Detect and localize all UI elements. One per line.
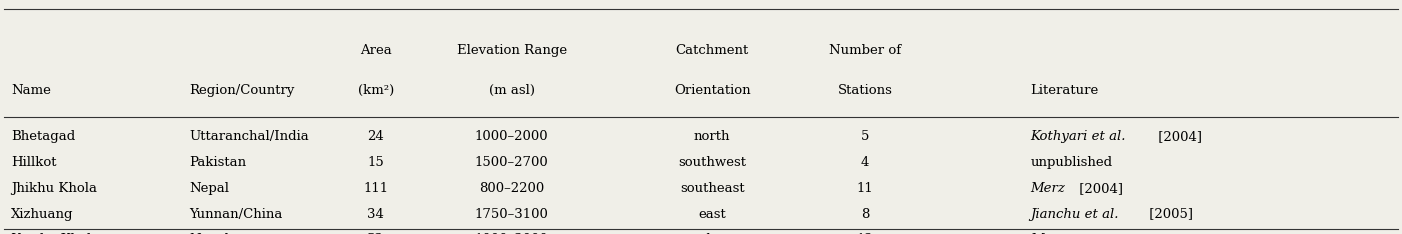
Text: Number of: Number of	[829, 44, 901, 57]
Text: Nepal: Nepal	[189, 182, 230, 195]
Text: 800–2200: 800–2200	[479, 182, 544, 195]
Text: 1000–3000: 1000–3000	[475, 233, 548, 234]
Text: Uttaranchal/India: Uttaranchal/India	[189, 130, 308, 143]
Text: 1750–3100: 1750–3100	[475, 208, 548, 221]
Text: [2004]: [2004]	[1075, 233, 1123, 234]
Text: Pakistan: Pakistan	[189, 156, 247, 169]
Text: 53: 53	[367, 233, 384, 234]
Text: 4: 4	[861, 156, 869, 169]
Text: southwest: southwest	[679, 156, 746, 169]
Text: Area: Area	[360, 44, 391, 57]
Text: Name: Name	[11, 84, 50, 97]
Text: [2004]: [2004]	[1154, 130, 1202, 143]
Text: southeast: southeast	[680, 182, 744, 195]
Text: [2004]: [2004]	[1075, 182, 1123, 195]
Text: Yarsha Khola: Yarsha Khola	[11, 233, 100, 234]
Text: 111: 111	[363, 182, 388, 195]
Text: 8: 8	[861, 208, 869, 221]
Text: (km²): (km²)	[358, 84, 394, 97]
Text: 1500–2700: 1500–2700	[475, 156, 548, 169]
Text: Hillkot: Hillkot	[11, 156, 56, 169]
Text: Merz: Merz	[1030, 233, 1066, 234]
Text: east: east	[698, 208, 726, 221]
Text: Merz: Merz	[1030, 182, 1066, 195]
Text: Stations: Stations	[837, 84, 893, 97]
Text: Literature: Literature	[1030, 84, 1099, 97]
Text: Jianchu et al.: Jianchu et al.	[1030, 208, 1119, 221]
Text: Bhetagad: Bhetagad	[11, 130, 76, 143]
Text: 15: 15	[367, 156, 384, 169]
Text: 1000–2000: 1000–2000	[475, 130, 548, 143]
Text: Elevation Range: Elevation Range	[457, 44, 566, 57]
Text: Xizhuang: Xizhuang	[11, 208, 74, 221]
Text: 11: 11	[857, 182, 873, 195]
Text: north: north	[694, 130, 730, 143]
Text: 12: 12	[857, 233, 873, 234]
Text: 34: 34	[367, 208, 384, 221]
Text: 24: 24	[367, 130, 384, 143]
Text: Yunnan/China: Yunnan/China	[189, 208, 283, 221]
Text: Kothyari et al.: Kothyari et al.	[1030, 130, 1126, 143]
Text: (m asl): (m asl)	[489, 84, 534, 97]
Text: Catchment: Catchment	[676, 44, 749, 57]
Text: 5: 5	[861, 130, 869, 143]
Text: southwest: southwest	[679, 233, 746, 234]
Text: [2005]: [2005]	[1144, 208, 1193, 221]
Text: unpublished: unpublished	[1030, 156, 1113, 169]
Text: Nepal: Nepal	[189, 233, 230, 234]
Text: Jhikhu Khola: Jhikhu Khola	[11, 182, 97, 195]
Text: Region/Country: Region/Country	[189, 84, 294, 97]
Text: Orientation: Orientation	[674, 84, 750, 97]
